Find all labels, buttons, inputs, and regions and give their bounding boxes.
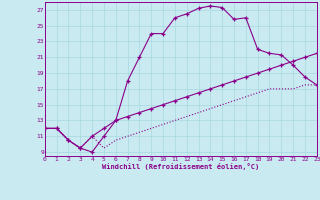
X-axis label: Windchill (Refroidissement éolien,°C): Windchill (Refroidissement éolien,°C) <box>102 163 260 170</box>
